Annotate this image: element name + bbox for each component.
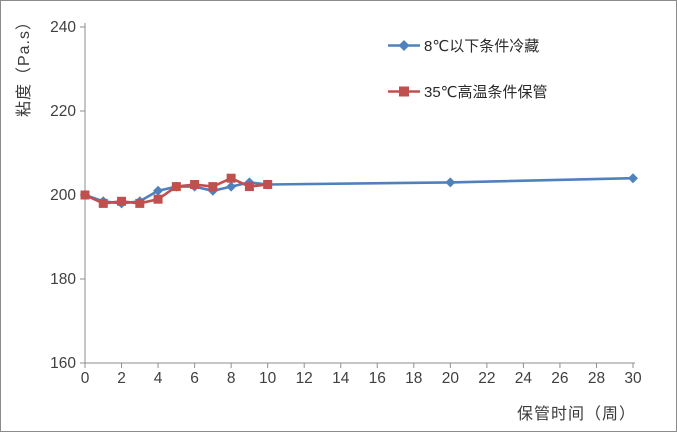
data-point-1 — [135, 198, 145, 208]
x-tick-label: 14 — [332, 370, 350, 387]
data-point-1 — [208, 182, 218, 192]
x-tick-label: 10 — [259, 370, 277, 387]
legend-item-high-temp: 35℃高温条件保管 — [387, 82, 597, 101]
data-point-1 — [190, 180, 200, 189]
legend-item-cold-storage: 8℃以下条件冷藏 — [387, 36, 597, 55]
series-line-0 — [84, 176, 634, 205]
y-tick-label: 160 — [50, 355, 76, 372]
x-tick-label: 0 — [81, 370, 90, 387]
x-tick-label: 12 — [296, 370, 313, 387]
data-point-1 — [263, 180, 273, 189]
legend-marker-square-icon — [388, 86, 420, 96]
x-tick-label: 2 — [117, 370, 126, 387]
data-point-0 — [153, 185, 164, 196]
x-tick-label: 22 — [478, 370, 495, 387]
x-tick-label: 6 — [190, 370, 199, 387]
legend-marker-diamond-icon — [388, 39, 420, 51]
x-tick-label: 20 — [442, 370, 460, 387]
y-tick-label: 220 — [50, 103, 76, 120]
x-tick-label: 26 — [551, 370, 568, 387]
y-tick-label: 200 — [50, 187, 76, 204]
x-tick-label: 28 — [588, 370, 605, 387]
x-tick-label: 18 — [405, 370, 422, 387]
data-point-1 — [153, 194, 163, 204]
y-tick-label: 180 — [50, 271, 76, 288]
x-tick-label: 16 — [369, 370, 386, 387]
x-tick-label: 24 — [515, 370, 533, 387]
x-tick-label: 8 — [227, 370, 236, 387]
legend: 8℃以下条件冷藏 35℃高温条件保管 — [387, 36, 597, 128]
data-point-1 — [117, 196, 127, 206]
x-tick-label: 4 — [154, 370, 163, 387]
data-point-1 — [171, 182, 181, 192]
data-point-1 — [226, 173, 236, 183]
data-point-1 — [244, 182, 254, 192]
data-point-0 — [628, 173, 638, 184]
legend-label-cold-storage: 8℃以下条件冷藏 — [424, 37, 540, 55]
x-tick-label: 30 — [624, 370, 642, 387]
data-point-0 — [226, 181, 237, 192]
legend-label-high-temp: 35℃高温条件保管 — [424, 83, 548, 101]
data-point-0 — [445, 177, 456, 188]
data-point-1 — [98, 198, 108, 208]
data-point-1 — [80, 190, 90, 200]
y-axis-title: 粘度（Pa.s） — [16, 12, 33, 118]
x-axis-title: 保管时间（周） — [516, 406, 636, 423]
y-tick-label: 240 — [50, 19, 76, 36]
